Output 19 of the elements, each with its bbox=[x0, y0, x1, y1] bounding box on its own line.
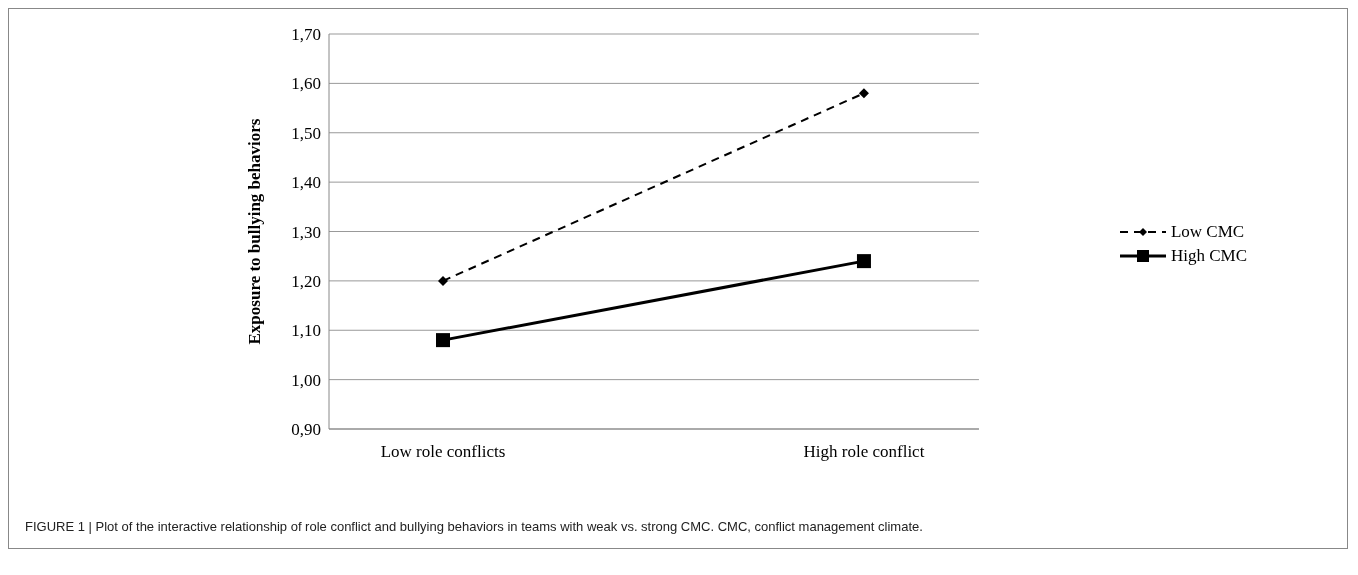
x-tick-label: Low role conflicts bbox=[380, 442, 506, 462]
y-tick-label: 1,00 bbox=[291, 370, 321, 390]
y-tick-label: 1,30 bbox=[291, 222, 321, 242]
point bbox=[438, 275, 448, 286]
y-axis-title: Exposure to bullying behaviors bbox=[245, 118, 265, 345]
y-tick-label: 1,10 bbox=[291, 321, 321, 341]
y-tick-label: 1,60 bbox=[291, 74, 321, 94]
y-tick-label: 1,40 bbox=[291, 173, 321, 193]
y-tick-label: 1,50 bbox=[291, 123, 321, 143]
y-tick-label: 0,90 bbox=[291, 420, 321, 440]
x-tick-label: High role conflict bbox=[803, 442, 925, 462]
caption: FIGURE 1 | Plot of the interactive relationship of role conflict and bullying behaviors in teams with weak vs. strong CMC. CMC, conflict management climate. bbox=[24, 518, 924, 536]
legend-label: Low CMC bbox=[1170, 222, 1245, 242]
point bbox=[436, 333, 450, 348]
y-tick-label: 1,20 bbox=[291, 271, 321, 291]
y-tick-label: 1,70 bbox=[291, 25, 321, 45]
legend-label: High CMC bbox=[1170, 246, 1247, 266]
point bbox=[858, 88, 869, 99]
point bbox=[856, 254, 871, 269]
